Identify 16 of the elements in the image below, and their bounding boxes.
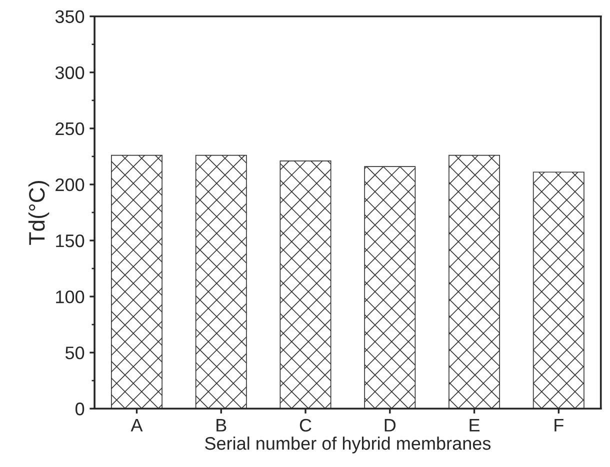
x-tick-label: B bbox=[216, 419, 226, 432]
x-tick-label: D bbox=[384, 419, 396, 432]
x-tick-label: C bbox=[300, 418, 312, 432]
y-tick-label: 300 bbox=[55, 66, 84, 80]
y-tick-label: 50 bbox=[65, 346, 84, 360]
x-tick-label: A bbox=[130, 419, 143, 432]
y-tick-label: 250 bbox=[56, 122, 84, 136]
y-tick-label: 350 bbox=[55, 10, 84, 24]
x-tick-label: E bbox=[470, 419, 480, 432]
y-tick-label: 200 bbox=[56, 178, 84, 192]
y-tick-label: 150 bbox=[56, 234, 84, 248]
y-tick-label: 0 bbox=[75, 402, 84, 416]
x-axis-title: Serial number of hybrid membranes bbox=[205, 436, 491, 454]
y-tick-label: 100 bbox=[56, 290, 84, 304]
y-axis-title: Td(°C) bbox=[28, 181, 50, 245]
x-tick-label: F bbox=[554, 419, 564, 432]
